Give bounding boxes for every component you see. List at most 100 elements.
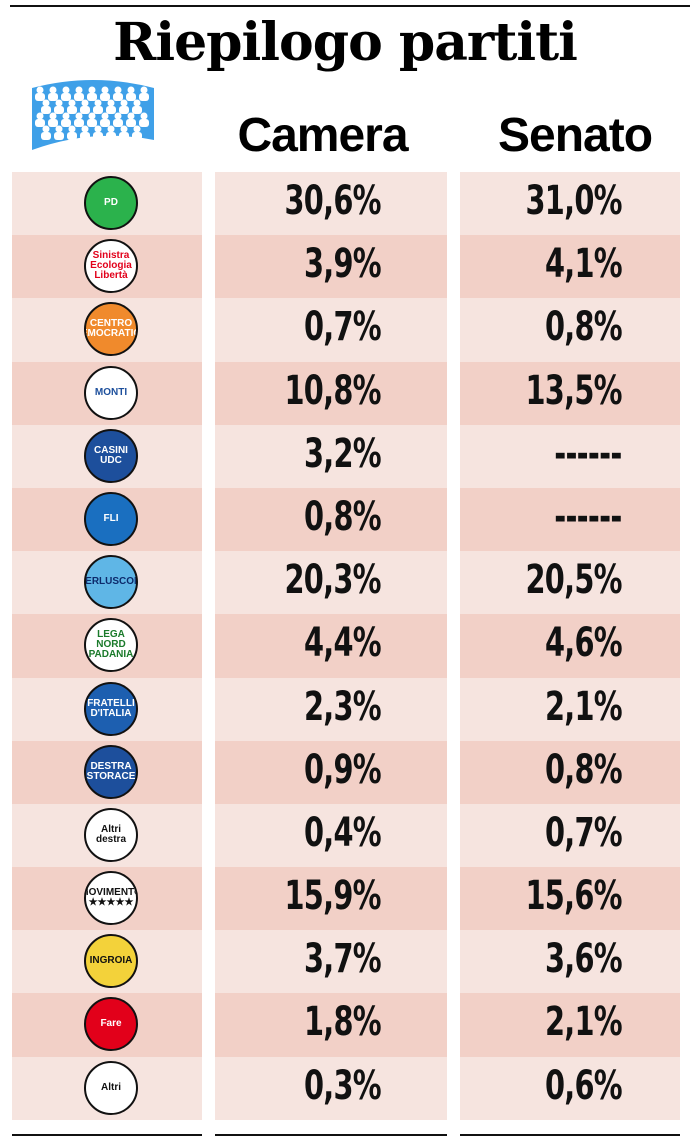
senato-cell: 20,5% [460,551,680,615]
party-logo-text: Altri [101,1081,121,1093]
party-cell: INGROIA [12,930,202,994]
camera-value: 4,4% [304,620,382,667]
party-cell: PD [12,172,202,236]
camera-cell: 0,9% [215,740,447,804]
party-logo-text: FRATELLI D'ITALIA [87,697,135,719]
camera-value: 0,3% [304,1062,382,1109]
camera-value: 3,7% [304,936,382,983]
party-cell: MONTI [12,361,202,425]
camera-cell: 20,3% [215,551,447,615]
camera-value: 2,3% [304,683,382,730]
party-logo: BERLUSCONI [84,555,138,610]
senato-value: 15,6% [525,873,623,920]
table-row: FRATELLI D'ITALIA 2,3% 2,1% [0,677,690,741]
senato-value: 31,0% [525,178,623,224]
camera-value: 30,6% [284,178,382,224]
senato-cell: 13,5% [460,361,680,425]
camera-cell: 3,9% [215,235,447,299]
camera-value: 3,2% [304,430,382,477]
senato-cell: 0,8% [460,298,680,362]
camera-cell: 30,6% [215,172,447,236]
senato-cell: 15,6% [460,867,680,931]
senato-cell: 4,1% [460,235,680,299]
party-logo: FRATELLI D'ITALIA [84,681,138,736]
party-logo: LEGA NORD PADANIA [84,618,138,673]
senato-value: 3,6% [545,936,623,983]
senato-cell: 0,8% [460,740,680,804]
party-logo-text: LEGA NORD PADANIA [88,629,134,661]
table-row: CENTRO DEMOCRATICO 0,7% 0,8% [0,298,690,362]
camera-cell: 3,2% [215,424,447,488]
party-cell: FRATELLI D'ITALIA [12,677,202,741]
party-cell: Altri destra [12,803,202,868]
senato-cell: 2,1% [460,677,680,741]
camera-cell: 0,8% [215,487,447,552]
senato-cell: 3,6% [460,930,680,994]
table-row: DESTRA STORACE 0,9% 0,8% [0,740,690,804]
party-cell: FLI [12,487,202,552]
party-logo: INGROIA [84,934,138,989]
senato-value: 4,1% [545,241,623,288]
column-header-senato: Senato [497,109,653,162]
senato-cell: ------ [460,424,680,488]
senato-value: ------ [554,430,623,477]
table-row: LEGA NORD PADANIA 4,4% 4,6% [0,614,690,678]
crowd-icon [32,80,154,150]
senato-value: 4,6% [545,620,623,667]
camera-value: 1,8% [304,999,382,1046]
camera-cell: 2,3% [215,677,447,741]
table-row: PD 30,6% 31,0% [0,172,690,236]
senato-value: 0,8% [545,304,623,351]
party-logo-text: MONTI [94,386,128,398]
table-row: Altri destra 0,4% 0,7% [0,803,690,868]
senato-cell: ------ [460,487,680,552]
senato-cell: 0,6% [460,1056,680,1120]
party-logo-text: FLI [103,512,119,524]
party-logo: MOVIMENTO ★★★★★ [84,871,138,926]
party-cell: CENTRO DEMOCRATICO [12,298,202,362]
party-logo-text: CASINI UDC [94,444,128,466]
table-row: Fare 1,8% 2,1% [0,993,690,1057]
senato-value: 13,5% [525,367,623,414]
senato-value: 20,5% [525,557,623,604]
camera-cell: 15,9% [215,867,447,931]
camera-cell: 0,4% [215,803,447,868]
party-logo-text: Altri destra [95,823,126,845]
camera-value: 0,4% [304,809,382,856]
bottom-rule [215,1134,447,1136]
party-logo: Altri [84,1060,138,1115]
column-header-camera: Camera [237,109,408,162]
senato-cell: 2,1% [460,993,680,1057]
party-logo: PD [84,176,138,230]
party-logo: CENTRO DEMOCRATICO [84,302,138,357]
party-cell: BERLUSCONI [12,551,202,615]
party-cell: MOVIMENTO ★★★★★ [12,867,202,931]
party-logo: CASINI UDC [84,428,138,483]
bottom-rule [12,1134,202,1136]
camera-cell: 4,4% [215,614,447,678]
table-row: INGROIA 3,7% 3,6% [0,930,690,994]
camera-value: 0,9% [304,746,382,793]
camera-cell: 1,8% [215,993,447,1057]
senato-value: 2,1% [545,683,623,730]
senato-cell: 4,6% [460,614,680,678]
party-logo-text: PD [104,197,118,208]
party-logo-text: DESTRA STORACE [86,760,136,782]
party-logo: Fare [84,997,138,1052]
party-logo-text: INGROIA [89,955,133,967]
party-logo: FLI [84,491,138,546]
party-cell: Fare [12,993,202,1057]
party-logo-text: BERLUSCONI [85,576,136,588]
party-logo-text: Sinistra Ecologia Libertà [90,250,132,282]
senato-value: 2,1% [545,999,623,1046]
table-row: MOVIMENTO ★★★★★ 15,9% 15,6% [0,867,690,931]
top-rule [10,5,690,7]
party-cell: Altri [12,1056,202,1120]
senato-value: ------ [554,493,623,540]
camera-value: 10,8% [284,367,382,414]
bottom-rule [460,1134,680,1136]
senato-value: 0,8% [545,746,623,793]
camera-value: 0,7% [304,304,382,351]
party-logo-text: Fare [100,1018,122,1030]
party-cell: LEGA NORD PADANIA [12,614,202,678]
